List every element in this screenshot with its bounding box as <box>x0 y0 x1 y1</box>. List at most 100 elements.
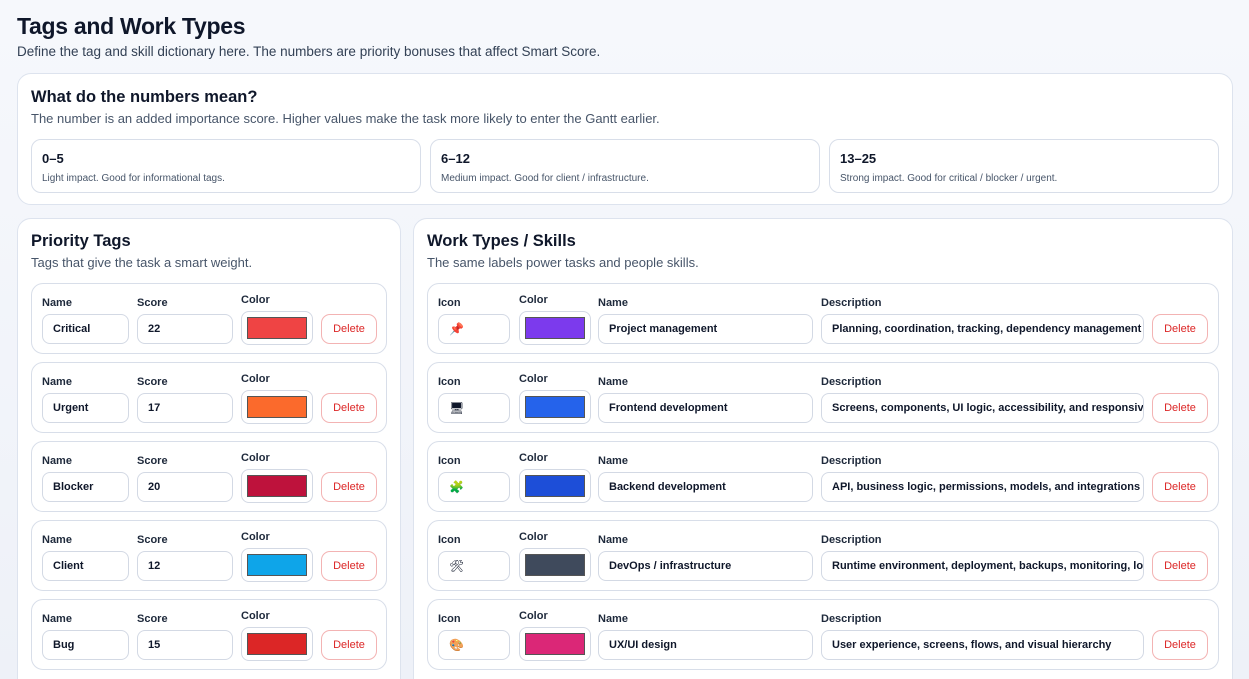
tag-color-picker[interactable] <box>241 311 313 345</box>
work-icon-input[interactable]: 🧩 <box>438 472 510 502</box>
work-color-picker[interactable] <box>519 627 591 661</box>
tag-color-picker[interactable] <box>241 469 313 503</box>
work-color-picker[interactable] <box>519 311 591 345</box>
delete-work-type-button[interactable]: Delete <box>1152 551 1208 581</box>
icon-label: Icon <box>438 376 461 388</box>
description-label: Description <box>821 534 882 546</box>
info-subtitle: The number is an added importance score.… <box>31 111 660 126</box>
work-description-input[interactable]: API, business logic, permissions, models… <box>821 472 1144 502</box>
name-label: Name <box>42 455 72 467</box>
work-icon-input[interactable]: 📌 <box>438 314 510 344</box>
color-label: Color <box>519 373 548 385</box>
color-label: Color <box>519 452 548 464</box>
name-label: Name <box>598 297 628 309</box>
tag-color-picker[interactable] <box>241 548 313 582</box>
score-label: Score <box>137 613 168 625</box>
work-subtitle: The same labels power tasks and people s… <box>427 255 699 270</box>
tag-score-input[interactable]: 12 <box>137 551 233 581</box>
work-name-input[interactable]: DevOps / infrastructure <box>598 551 813 581</box>
score-label: Score <box>137 297 168 309</box>
delete-tag-button[interactable]: Delete <box>321 393 377 423</box>
score-label: Score <box>137 376 168 388</box>
range-high: 13–25 Strong impact. Good for critical /… <box>829 139 1219 193</box>
range-label: 6–12 <box>441 151 470 166</box>
work-type-row: Icon Color Name Description 🧩 Backend develop… <box>427 441 1219 512</box>
palette-icon: 🎨 <box>449 638 464 652</box>
work-description-input[interactable]: Screens, components, UI logic, accessibi… <box>821 393 1144 423</box>
icon-label: Icon <box>438 455 461 467</box>
tag-name-input[interactable]: Client <box>42 551 129 581</box>
range-description: Light impact. Good for informational tag… <box>42 173 225 184</box>
delete-work-type-button[interactable]: Delete <box>1152 630 1208 660</box>
name-label: Name <box>598 613 628 625</box>
work-description-input[interactable]: Planning, coordination, tracking, depend… <box>821 314 1144 344</box>
work-name-input[interactable]: Frontend development <box>598 393 813 423</box>
description-label: Description <box>821 613 882 625</box>
tags-title: Priority Tags <box>31 232 131 250</box>
tag-row: Name Score Color Blocker 20 Delete <box>31 441 387 512</box>
tag-row: Name Score Color Client 12 Delete <box>31 520 387 591</box>
score-info-card: What do the numbers mean? The number is … <box>17 73 1233 205</box>
delete-tag-button[interactable]: Delete <box>321 630 377 660</box>
score-ranges: 0–5 Light impact. Good for informational… <box>31 139 1219 193</box>
work-icon-input[interactable]: 🛠 <box>438 551 510 581</box>
work-name-input[interactable]: UX/UI design <box>598 630 813 660</box>
description-label: Description <box>821 455 882 467</box>
tag-score-input[interactable]: 22 <box>137 314 233 344</box>
score-label: Score <box>137 455 168 467</box>
name-label: Name <box>598 455 628 467</box>
icon-label: Icon <box>438 297 461 309</box>
hammer-wrench-icon: 🛠 <box>449 559 465 573</box>
range-medium: 6–12 Medium impact. Good for client / in… <box>430 139 820 193</box>
page-subtitle: Define the tag and skill dictionary here… <box>17 44 601 59</box>
tag-row: Name Score Color Urgent 17 Delete <box>31 362 387 433</box>
color-swatch <box>247 633 307 655</box>
color-label: Color <box>241 373 270 385</box>
color-swatch <box>525 317 585 339</box>
work-color-picker[interactable] <box>519 469 591 503</box>
delete-tag-button[interactable]: Delete <box>321 314 377 344</box>
work-type-row: Icon Color Name Description 🎨 UX/UI design Use… <box>427 599 1219 670</box>
work-description-input[interactable]: User experience, screens, flows, and vis… <box>821 630 1144 660</box>
name-label: Name <box>598 376 628 388</box>
tag-name-input[interactable]: Bug <box>42 630 129 660</box>
work-name-input[interactable]: Backend development <box>598 472 813 502</box>
tag-name-input[interactable]: Urgent <box>42 393 129 423</box>
tag-score-input[interactable]: 20 <box>137 472 233 502</box>
range-description: Medium impact. Good for client / infrast… <box>441 173 649 184</box>
pushpin-icon: 📌 <box>449 322 464 336</box>
work-type-row: Icon Color Name Description 📌 Project managem… <box>427 283 1219 354</box>
color-swatch <box>247 396 307 418</box>
range-label: 13–25 <box>840 151 877 166</box>
range-label: 0–5 <box>42 151 64 166</box>
delete-work-type-button[interactable]: Delete <box>1152 314 1208 344</box>
color-label: Color <box>519 610 548 622</box>
tag-score-input[interactable]: 17 <box>137 393 233 423</box>
name-label: Name <box>42 613 72 625</box>
work-icon-input[interactable]: 🎨 <box>438 630 510 660</box>
delete-work-type-button[interactable]: Delete <box>1152 393 1208 423</box>
delete-work-type-button[interactable]: Delete <box>1152 472 1208 502</box>
tag-name-input[interactable]: Critical <box>42 314 129 344</box>
puzzle-piece-icon: 🧩 <box>449 480 464 494</box>
color-label: Color <box>519 294 548 306</box>
delete-tag-button[interactable]: Delete <box>321 551 377 581</box>
work-color-picker[interactable] <box>519 390 591 424</box>
tag-color-picker[interactable] <box>241 390 313 424</box>
color-swatch <box>525 396 585 418</box>
tag-color-picker[interactable] <box>241 627 313 661</box>
page-header: Tags and Work Types Define the tag and s… <box>17 0 1233 59</box>
tag-score-input[interactable]: 15 <box>137 630 233 660</box>
icon-label: Icon <box>438 534 461 546</box>
work-color-picker[interactable] <box>519 548 591 582</box>
tag-name-input[interactable]: Blocker <box>42 472 129 502</box>
color-swatch <box>525 554 585 576</box>
delete-tag-button[interactable]: Delete <box>321 472 377 502</box>
work-description-input[interactable]: Runtime environment, deployment, backups… <box>821 551 1144 581</box>
work-name-input[interactable]: Project management <box>598 314 813 344</box>
work-icon-input[interactable]: 🖥 <box>438 393 510 423</box>
tag-list: Name Score Color Critical 22 Delete Name Score C… <box>31 283 387 670</box>
color-swatch <box>247 475 307 497</box>
work-type-list: Icon Color Name Description 📌 Project managem… <box>427 283 1219 670</box>
work-title: Work Types / Skills <box>427 232 576 250</box>
